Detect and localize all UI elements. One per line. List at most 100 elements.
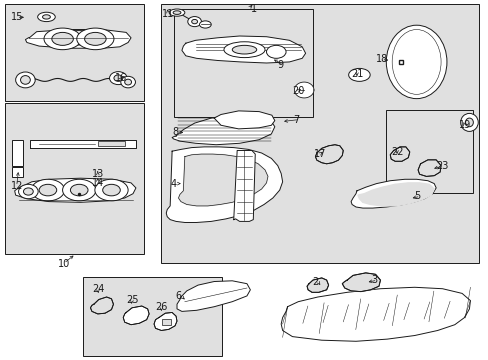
Polygon shape xyxy=(123,306,149,325)
Ellipse shape xyxy=(16,72,35,88)
Polygon shape xyxy=(214,111,274,129)
Polygon shape xyxy=(90,297,113,314)
Polygon shape xyxy=(342,273,380,292)
Polygon shape xyxy=(306,278,328,292)
Ellipse shape xyxy=(114,75,122,81)
Polygon shape xyxy=(30,140,136,148)
Ellipse shape xyxy=(19,184,38,199)
Ellipse shape xyxy=(460,113,477,131)
Ellipse shape xyxy=(31,179,64,201)
Text: 4: 4 xyxy=(170,179,177,189)
Text: 20: 20 xyxy=(292,86,304,96)
Bar xyxy=(5,4,144,101)
Polygon shape xyxy=(90,297,113,314)
Ellipse shape xyxy=(20,76,30,84)
Text: 10: 10 xyxy=(58,258,70,269)
Polygon shape xyxy=(294,82,313,98)
Ellipse shape xyxy=(62,179,96,201)
Text: 26: 26 xyxy=(155,302,167,312)
Ellipse shape xyxy=(77,28,114,50)
Polygon shape xyxy=(123,306,149,325)
Text: 8: 8 xyxy=(172,127,178,138)
Text: 23: 23 xyxy=(435,161,447,171)
Polygon shape xyxy=(177,281,250,311)
Text: 17: 17 xyxy=(313,149,325,159)
Ellipse shape xyxy=(191,19,197,24)
Text: 7: 7 xyxy=(293,114,299,125)
Polygon shape xyxy=(417,160,440,176)
Bar xyxy=(98,141,124,146)
Ellipse shape xyxy=(465,118,472,127)
Polygon shape xyxy=(342,273,380,292)
Bar xyxy=(83,277,222,356)
Bar xyxy=(161,4,478,263)
Polygon shape xyxy=(357,183,433,206)
Polygon shape xyxy=(154,312,177,330)
Ellipse shape xyxy=(51,31,105,45)
Ellipse shape xyxy=(124,79,131,85)
Ellipse shape xyxy=(44,28,81,50)
Ellipse shape xyxy=(52,32,73,45)
Ellipse shape xyxy=(39,184,57,196)
Ellipse shape xyxy=(266,45,285,58)
Polygon shape xyxy=(154,312,177,330)
Ellipse shape xyxy=(102,184,120,196)
Ellipse shape xyxy=(224,42,264,58)
Ellipse shape xyxy=(169,9,184,16)
Polygon shape xyxy=(281,287,469,341)
Polygon shape xyxy=(315,145,343,164)
Ellipse shape xyxy=(348,68,369,81)
Polygon shape xyxy=(350,179,435,208)
Polygon shape xyxy=(315,145,343,164)
Bar xyxy=(386,110,472,193)
Text: 14: 14 xyxy=(92,178,104,188)
Text: 12: 12 xyxy=(11,181,23,192)
Ellipse shape xyxy=(121,76,135,88)
Text: 2: 2 xyxy=(311,276,318,287)
Polygon shape xyxy=(172,114,274,145)
Text: 19: 19 xyxy=(458,120,470,130)
Bar xyxy=(5,103,144,254)
Ellipse shape xyxy=(187,17,201,27)
Text: 6: 6 xyxy=(175,291,181,301)
Ellipse shape xyxy=(95,179,128,201)
Text: 25: 25 xyxy=(126,294,139,305)
Text: 18: 18 xyxy=(375,54,387,64)
Bar xyxy=(12,167,23,177)
Polygon shape xyxy=(25,30,131,48)
Polygon shape xyxy=(389,147,409,161)
Text: 3: 3 xyxy=(371,275,377,285)
Text: 22: 22 xyxy=(390,147,403,157)
Polygon shape xyxy=(166,147,282,222)
Text: 15: 15 xyxy=(11,12,23,22)
Polygon shape xyxy=(417,160,440,176)
Text: 5: 5 xyxy=(414,191,420,201)
Ellipse shape xyxy=(70,184,88,196)
Text: 24: 24 xyxy=(92,284,104,294)
Ellipse shape xyxy=(23,188,33,195)
Text: 11: 11 xyxy=(162,9,174,19)
Bar xyxy=(173,9,312,117)
Polygon shape xyxy=(15,178,136,202)
Ellipse shape xyxy=(391,30,440,94)
Ellipse shape xyxy=(173,11,181,14)
Ellipse shape xyxy=(38,12,55,22)
Ellipse shape xyxy=(199,21,211,28)
Ellipse shape xyxy=(42,15,50,19)
Polygon shape xyxy=(306,278,328,292)
Text: 13: 13 xyxy=(92,169,104,179)
Ellipse shape xyxy=(386,25,446,99)
Ellipse shape xyxy=(109,72,127,85)
Text: 1: 1 xyxy=(251,4,257,14)
Polygon shape xyxy=(182,36,305,63)
Polygon shape xyxy=(178,154,267,206)
Polygon shape xyxy=(389,147,409,161)
Text: 21: 21 xyxy=(350,69,363,79)
Text: 9: 9 xyxy=(277,60,284,70)
Polygon shape xyxy=(233,150,255,221)
Ellipse shape xyxy=(84,32,106,45)
Ellipse shape xyxy=(232,45,256,54)
Bar xyxy=(162,319,171,325)
Bar xyxy=(12,140,23,166)
Text: 16: 16 xyxy=(115,73,127,84)
